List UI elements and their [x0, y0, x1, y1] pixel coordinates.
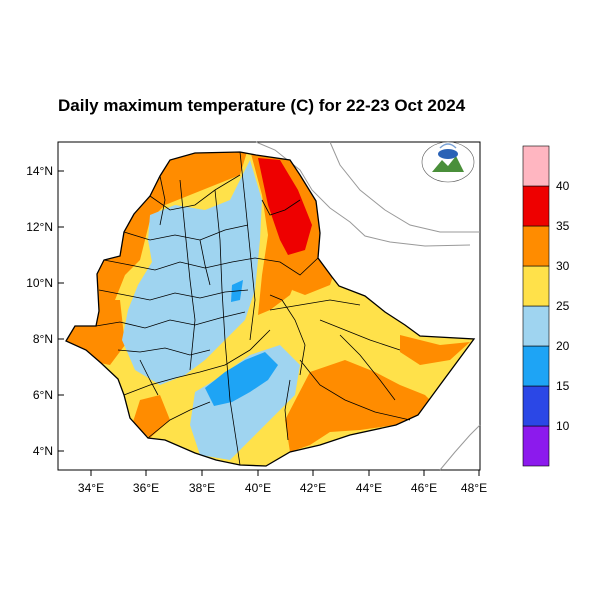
lon-axis-ticks [90, 470, 480, 476]
color-bar-swatch [522, 385, 550, 427]
field-highland-20-25 [122, 160, 262, 385]
lat-tick-label: 4°N [33, 444, 53, 458]
lon-tick-label: 40°E [245, 481, 271, 495]
color-bar-swatch [522, 145, 550, 187]
color-bar [522, 145, 550, 467]
color-bar-label: 30 [556, 259, 570, 273]
color-bar-label: 20 [556, 339, 570, 353]
field-ogaden-30-35 [400, 335, 470, 365]
color-bar-label: 10 [556, 419, 570, 433]
color-bar-swatch [522, 265, 550, 307]
field-southeast-30-35 [285, 360, 440, 452]
lon-axis-labels: 34°E 36°E 38°E 40°E 42°E 44°E 46°E 48°E [78, 481, 487, 495]
color-bar-label: 35 [556, 219, 570, 233]
color-bar-swatch [522, 305, 550, 347]
color-bar-label: 40 [556, 179, 570, 193]
lon-tick-label: 34°E [78, 481, 104, 495]
lat-tick-label: 12°N [26, 220, 53, 234]
lat-tick-label: 8°N [33, 332, 53, 346]
field-southwest2-30-35 [132, 395, 170, 438]
color-bar-swatch [522, 225, 550, 267]
color-bar-swatch [522, 425, 550, 467]
lat-tick-label: 14°N [26, 164, 53, 178]
color-bar-label: 15 [556, 379, 570, 393]
country-outline [65, 151, 476, 467]
lon-tick-label: 36°E [133, 481, 159, 495]
field-south-highland-20-25 [190, 345, 300, 460]
zone-boundaries [95, 151, 411, 466]
color-bar-swatch [522, 345, 550, 387]
lon-tick-label: 44°E [356, 481, 382, 495]
lon-tick-label: 46°E [411, 481, 437, 495]
lat-tick-label: 6°N [33, 388, 53, 402]
lon-tick-label: 38°E [189, 481, 215, 495]
lon-tick-label: 42°E [300, 481, 326, 495]
ethiopian-meteorology-institute-logo [421, 141, 475, 183]
field-afar-35-40 [258, 158, 312, 255]
color-bar-swatch [522, 185, 550, 227]
field-core-15-20 [205, 352, 278, 406]
map-title: Daily maximum temperature (C) for 22-23 … [58, 96, 466, 115]
lat-axis-labels: 4°N 6°N 8°N 10°N 12°N 14°N [26, 164, 53, 458]
lat-tick-label: 10°N [26, 276, 53, 290]
color-bar-labels: 10 15 20 25 30 35 40 [556, 179, 570, 433]
lon-tick-label: 48°E [461, 481, 487, 495]
color-bar-label: 25 [556, 299, 570, 313]
lat-axis-ticks [58, 170, 64, 452]
